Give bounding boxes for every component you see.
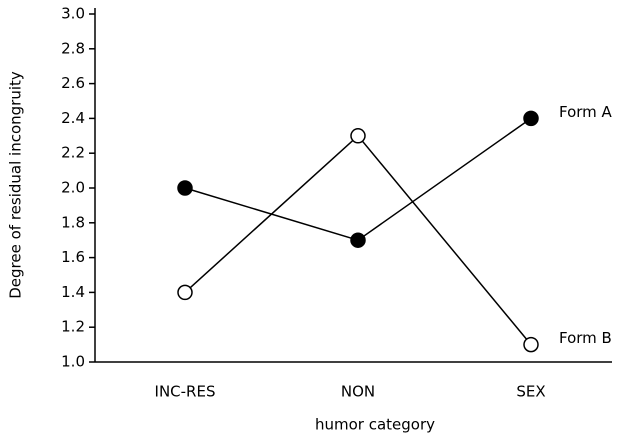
series-label: Form B — [559, 329, 612, 347]
y-tick-label: 1.6 — [61, 248, 85, 266]
y-tick-label: 2.0 — [61, 179, 85, 197]
y-tick-label: 2.2 — [61, 144, 85, 162]
data-point — [177, 180, 193, 196]
data-point — [523, 110, 539, 127]
data-point — [350, 128, 366, 144]
y-tick-label: 2.4 — [61, 109, 85, 127]
y-tick-label: 2.8 — [61, 39, 85, 57]
y-tick-label: 3.0 — [61, 5, 85, 23]
y-tick-label: 1.4 — [61, 283, 85, 301]
data-point — [523, 336, 539, 353]
y-tick-label: 2.6 — [61, 74, 85, 92]
y-axis-label: Degree of residual incongruity — [7, 71, 25, 299]
y-tick-label: 1.0 — [61, 353, 85, 371]
x-axis-label: humor category — [315, 416, 435, 434]
x-tick-label: INC-RES — [155, 383, 216, 401]
series-label: Form A — [559, 103, 613, 121]
x-tick-label: SEX — [516, 383, 545, 401]
data-point — [177, 284, 193, 301]
data-point — [350, 232, 366, 248]
x-tick-label: NON — [341, 383, 375, 401]
y-tick-label: 1.8 — [61, 213, 85, 231]
y-tick-label: 1.2 — [61, 318, 85, 336]
